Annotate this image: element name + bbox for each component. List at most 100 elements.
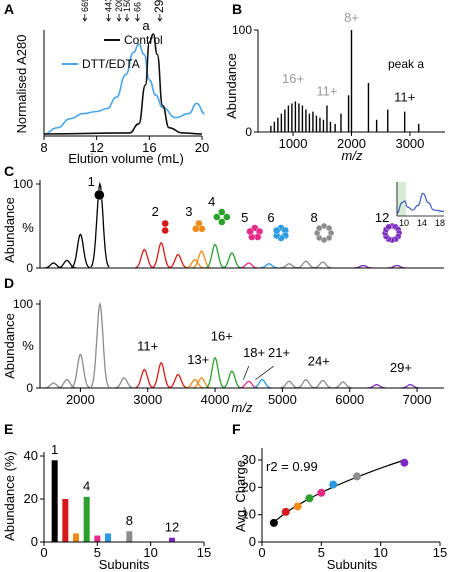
- ms-peak: [401, 383, 420, 389]
- panel-c-yticks: 0 100: [13, 177, 40, 275]
- marker-arrowhead: [157, 17, 163, 22]
- bar: [169, 537, 175, 542]
- data-point: [269, 518, 278, 527]
- bar: [73, 533, 79, 542]
- bar: [105, 533, 111, 542]
- subunit-dot: [213, 213, 221, 221]
- ms-peak: [71, 233, 90, 269]
- panel-b-ytick-label: 100: [232, 23, 252, 37]
- charge-state-label: 18+: [243, 345, 265, 360]
- marker-arrowhead: [116, 17, 122, 22]
- charge-state-label: 29+: [390, 360, 412, 375]
- oligomer-label: 3: [185, 204, 192, 219]
- panel-d-xtick-label: 2000: [66, 392, 95, 407]
- ms-peak: [71, 353, 90, 389]
- subunit-dot: [192, 225, 200, 233]
- leader-line: [243, 366, 250, 380]
- dtt-edta-line: [43, 43, 205, 135]
- inset-tick-label: 14: [417, 218, 427, 228]
- ms-peak: [115, 377, 134, 389]
- panel-b-xlabel: m/z: [342, 148, 363, 163]
- panel-d: D 11+ 16+13+ 18+ 21+ 24+ 29+ 2000 3000 4000 5000…: [2, 275, 444, 415]
- panel-e-xtick-label: 0: [40, 545, 47, 560]
- bar-label: 8: [126, 513, 133, 528]
- panel-f-ticks: 0 5 10 15 0 10 20 30: [242, 452, 448, 560]
- charge-state-label: 13+: [187, 352, 209, 367]
- panel-e-ytick-label: 20: [24, 491, 38, 506]
- panel-d-percent: %: [22, 338, 34, 353]
- panel-e-bars: 1 4 8 12: [51, 442, 179, 542]
- data-point: [352, 472, 361, 481]
- charge-state-label: 11+: [394, 89, 415, 104]
- ms-peak: [259, 263, 279, 269]
- panel-f-points: [269, 458, 409, 527]
- bar: [94, 535, 101, 542]
- panel-d-ytick-label: 100: [13, 297, 33, 311]
- standard-marker-label: 66: [132, 2, 142, 12]
- ms-peak: [90, 181, 110, 268]
- ms-peak: [135, 368, 154, 389]
- oligomer-label: 12: [375, 210, 389, 225]
- panel-label-f: F: [232, 421, 241, 437]
- panel-b-xtick-label: 1000: [279, 136, 308, 151]
- panel-f-xtick-label: 5: [318, 545, 325, 560]
- panel-e-xtick-label: 10: [143, 545, 157, 560]
- inset-trace: [396, 192, 445, 214]
- inset-tick-label: 18: [435, 218, 445, 228]
- panel-a-xtick-label: 16: [142, 140, 156, 155]
- data-point: [329, 480, 338, 489]
- panel-e-ylabel: Abundance (%): [2, 451, 17, 541]
- panel-e-ytick-label: 0: [31, 534, 38, 549]
- ms-peak: [367, 383, 386, 389]
- standard-marker-label: 150: [122, 0, 132, 12]
- subunit-dot: [385, 223, 392, 231]
- r2-annotation: r2 = 0.99: [266, 459, 318, 474]
- panel-label-e: E: [4, 421, 13, 437]
- panel-b-ylabel: Abundance: [224, 53, 239, 119]
- panel-a-xtick-label: 12: [89, 140, 103, 155]
- data-point: [281, 507, 290, 516]
- marker-arrowhead: [82, 17, 88, 22]
- bar-label: 12: [165, 519, 179, 534]
- oligomer-label: 1: [88, 174, 95, 189]
- panel-c-ylabel: Abundance: [2, 197, 17, 263]
- panel-d-xlabel: m/z: [232, 400, 253, 415]
- charge-state-label: 8+: [344, 10, 359, 25]
- ms-peak: [222, 370, 242, 389]
- peak-a-annotation: a: [142, 18, 150, 33]
- panel-label-a: A: [4, 1, 14, 17]
- panel-a-xtick-label: 8: [40, 140, 47, 155]
- bar: [126, 531, 133, 542]
- panel-f-xlabel: Subunits: [327, 557, 378, 572]
- panel-c-oligomer-icons: 12 345 6 8 12: [88, 174, 403, 244]
- panel-c-ytick-label: 0: [26, 261, 33, 275]
- panel-f-ytick-label: 30: [242, 452, 256, 467]
- control-line: [43, 33, 203, 135]
- ms-peak: [296, 378, 316, 389]
- subunit-dot: [161, 219, 169, 228]
- subunit-dot: [161, 226, 169, 235]
- panel-b-ytick-label: 0: [245, 125, 252, 139]
- bar-label: 4: [83, 479, 90, 494]
- panel-b: B 8+ 16+ 11+ 11+ 1000 2000 3000 0 100 Abundance…: [224, 1, 445, 163]
- panel-f-xtick-label: 15: [433, 545, 447, 560]
- ms-peak: [205, 243, 225, 269]
- ms-peak: [90, 301, 110, 388]
- ms-peak: [333, 381, 353, 389]
- subunit-dot: [273, 226, 281, 235]
- subunit-dot: [316, 224, 323, 232]
- sec-inset: 10 14 18: [396, 182, 445, 228]
- panel-d-xtick-label: 3000: [133, 392, 162, 407]
- panel-d-xtick-label: 4000: [201, 392, 230, 407]
- inset-tick-label: 10: [399, 218, 409, 228]
- panel-f-ytick-label: 20: [242, 479, 256, 494]
- panel-d-ticks: 2000 3000 4000 5000 6000 7000 0 100: [13, 297, 432, 407]
- panel-f-xtick-label: 0: [258, 545, 265, 560]
- leader-line: [255, 365, 274, 380]
- oligomer-label: 4: [208, 194, 215, 209]
- panel-f-ytick-label: 10: [242, 507, 256, 522]
- panel-b-title: peak a: [388, 57, 424, 71]
- ms-peak: [205, 356, 225, 389]
